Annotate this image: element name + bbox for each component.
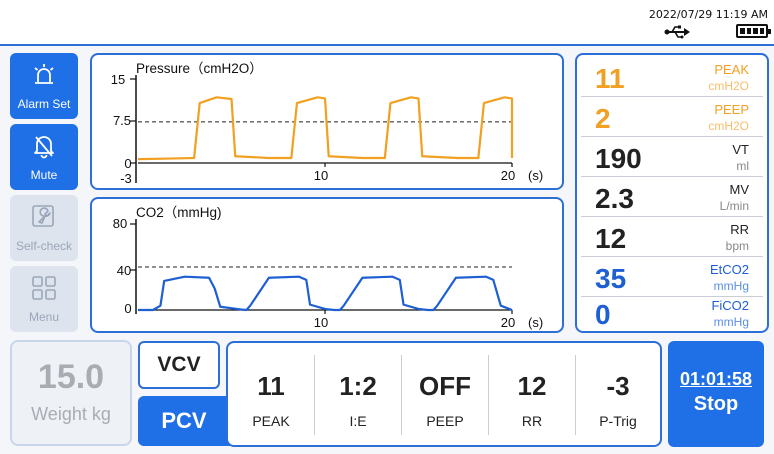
setting-value: -3 [606, 371, 630, 401]
grid-icon [32, 276, 56, 300]
pressure-xtick-20: 20 [501, 168, 515, 183]
co2-xtick-10: 10 [314, 315, 328, 330]
pressure-chart: 15 7.5 0 -3 10 20 (s) [111, 72, 543, 186]
setting-label: PEAK [252, 413, 290, 429]
menu-button[interactable]: Menu [10, 266, 78, 332]
pressure-ytick-0: 0 [124, 156, 131, 171]
stop-label: Stop [693, 393, 739, 415]
divider [488, 355, 489, 435]
pressure-ytick-7-5: 7.5 [113, 113, 131, 128]
setting-label: P-Trig [599, 413, 637, 429]
mute-button[interactable]: Mute [10, 124, 78, 190]
co2-waveform-panel: 80 40 0 10 20 (s) CO2（mmHg) [90, 197, 564, 333]
pressure-x-unit: (s) [528, 168, 543, 183]
divider [575, 355, 576, 435]
vital-name: FiCO2 [711, 298, 749, 313]
setting-value: OFF [419, 371, 471, 401]
usb-icon [664, 25, 690, 39]
vital-value: 11 [595, 63, 625, 94]
battery-icon [736, 24, 771, 38]
co2-waveform-line [138, 275, 513, 312]
divider [314, 355, 315, 435]
vital-unit: cmH2O [708, 119, 749, 133]
setting-ie[interactable]: 1:2 I:E [315, 355, 401, 435]
vital-vt: 190 VT ml [581, 137, 763, 177]
vital-value: 190 [595, 143, 642, 174]
co2-chart: 80 40 0 10 20 (s) [113, 216, 543, 330]
alarm-set-label: Alarm Set [17, 97, 71, 111]
mode-vcv-button[interactable]: VCV [138, 341, 220, 389]
vital-name: RR [730, 222, 749, 237]
co2-ytick-40: 40 [117, 263, 131, 278]
pressure-title: Pressure（cmH2O） [136, 61, 263, 76]
settings-panel: 11 PEAK 1:2 I:E OFF PEEP 12 RR -3 P-Trig [226, 341, 662, 447]
co2-x-unit: (s) [528, 315, 543, 330]
mute-label: Mute [30, 168, 58, 182]
vital-etco2: 35 EtCO2 mmHg [581, 257, 763, 297]
vital-peep: 2 PEEP cmH2O [581, 97, 763, 137]
vital-name: PEAK [714, 62, 749, 77]
setting-label: I:E [349, 413, 367, 429]
setting-value: 1:2 [339, 371, 377, 401]
vital-value: 35 [595, 263, 627, 294]
co2-ytick-80: 80 [113, 216, 127, 231]
vital-unit: L/min [719, 199, 749, 213]
co2-xtick-20: 20 [501, 315, 515, 330]
weight-display[interactable]: 15.0 Weight kg [10, 340, 132, 446]
vital-unit: bpm [725, 239, 749, 253]
vital-value: 0 [595, 299, 611, 330]
vital-unit: ml [736, 159, 749, 173]
vital-name: PEEP [714, 102, 749, 117]
alarm-set-button[interactable]: Alarm Set [10, 53, 78, 119]
mode-pcv-button[interactable]: PCV [138, 396, 230, 446]
vital-rr: 12 RR bpm [581, 217, 763, 257]
bell-icon [34, 136, 54, 159]
divider [401, 355, 402, 435]
vital-name: EtCO2 [709, 262, 749, 277]
co2-ytick-0: 0 [124, 301, 131, 316]
vital-peak: 11 PEAK cmH2O [581, 57, 763, 97]
setting-label: PEEP [426, 413, 464, 429]
weight-label: Weight kg [31, 404, 111, 424]
vital-unit: mmHg [713, 315, 749, 329]
vital-unit: cmH2O [708, 79, 749, 93]
alarm-light-icon [34, 64, 54, 84]
setting-peak[interactable]: 11 PEAK [228, 355, 314, 435]
pressure-waveform-panel: 15 7.5 0 -3 10 20 (s) Pressure（cmH2O） [90, 53, 564, 190]
vital-name: VT [732, 142, 749, 157]
co2-title: CO2（mmHg) [136, 205, 222, 220]
stop-button[interactable]: 01:01:58 Stop [668, 341, 764, 447]
vital-value: 2 [595, 103, 611, 134]
wrench-icon [32, 205, 54, 227]
menu-label: Menu [28, 310, 60, 324]
datetime: 2022/07/29 11:19 AM [648, 8, 768, 21]
self-check-button[interactable]: Self-check [10, 195, 78, 261]
setting-value: 11 [257, 371, 285, 401]
vital-name: MV [729, 182, 750, 197]
vitals-panel: 11 PEAK cmH2O 2 PEEP cmH2O 190 VT ml 2.3… [575, 53, 769, 333]
setting-p-trig[interactable]: -3 P-Trig [576, 355, 660, 435]
setting-peep[interactable]: OFF PEEP [402, 355, 488, 435]
pressure-ytick-15: 15 [111, 72, 125, 87]
vital-fico2: 0 FiCO2 mmHg [581, 293, 763, 333]
pressure-waveform-line [137, 96, 514, 161]
weight-value: 15.0 [37, 358, 105, 396]
pressure-ytick-neg3: -3 [120, 171, 132, 186]
setting-label: RR [521, 413, 543, 429]
self-check-label: Self-check [15, 239, 73, 253]
setting-rr[interactable]: 12 RR [489, 355, 575, 435]
vital-value: 2.3 [595, 183, 634, 214]
vital-value: 12 [595, 223, 627, 254]
status-bar: 2022/07/29 11:19 AM [0, 0, 774, 46]
vital-unit: mmHg [713, 279, 749, 293]
pressure-xtick-10: 10 [314, 168, 328, 183]
setting-value: 12 [517, 371, 547, 401]
elapsed-time: 01:01:58 [679, 369, 753, 389]
vital-mv: 2.3 MV L/min [581, 177, 763, 217]
